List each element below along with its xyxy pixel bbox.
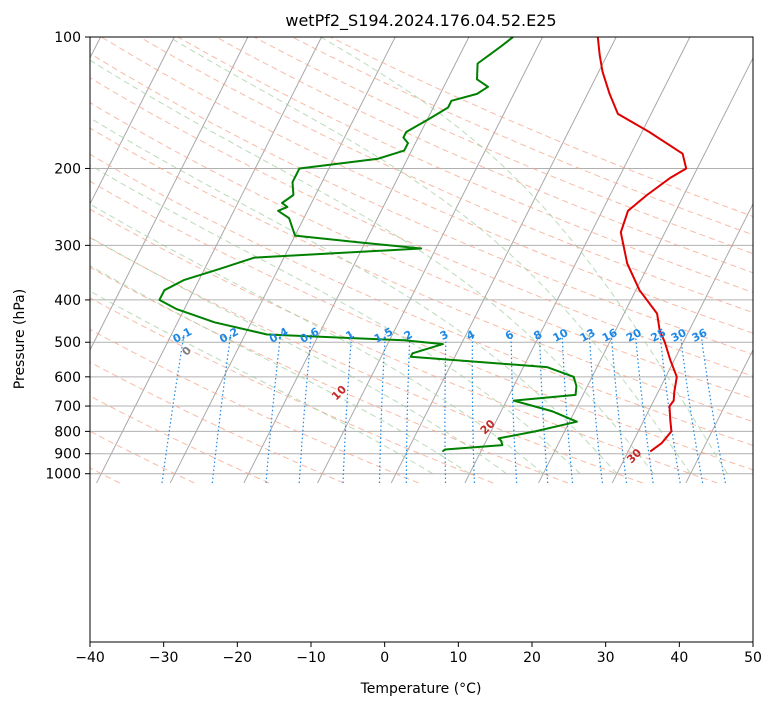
isotherm-line [538, 56, 753, 484]
moist-adiabat [90, 265, 470, 475]
y-axis-ticks: 100 200 300 400 500 600 700 800 900 1000 [45, 30, 90, 483]
moist-adiabat [90, 59, 655, 474]
x-tick-label: 10 [449, 650, 467, 666]
isotherm-line [96, 37, 323, 484]
moist-adiabat [90, 236, 507, 475]
x-tick-label: −10 [296, 650, 326, 666]
y-tick-label: 100 [54, 30, 81, 46]
isotherm-line [464, 37, 691, 484]
mixing-ratio-label: 16 [600, 326, 620, 345]
dry-adiabat [90, 127, 753, 423]
dry-adiabat [90, 77, 753, 377]
profile-lines [158, 37, 688, 453]
y-axis-label: Pressure (hPa) [12, 289, 28, 389]
dry-adiabat [90, 208, 718, 484]
mixing-ratio-line [298, 334, 312, 484]
x-tick-label: −30 [149, 650, 179, 666]
x-axis-label: Temperature (°C) [360, 681, 482, 697]
y-tick-label: 500 [54, 335, 81, 351]
mixing-ratio-label: 13 [578, 326, 598, 345]
mixing-ratio-line [378, 334, 386, 483]
dry-adiabat [90, 180, 753, 471]
isotherm-line [611, 202, 753, 484]
mixing-ratio-label: 10 [551, 326, 571, 345]
mixing-ratio-line [588, 334, 603, 484]
y-tick-label: 600 [54, 370, 81, 386]
dewpoint-profile-line [158, 37, 578, 453]
dry-adiabat [90, 395, 270, 484]
mixing-ratio-line [444, 334, 447, 483]
y-tick-label: 1000 [45, 467, 81, 483]
mixing-ratio-line [510, 334, 518, 484]
x-tick-label: 30 [597, 650, 615, 666]
y-tick-label: 200 [54, 161, 81, 177]
dry-adiabat [253, 37, 753, 255]
chart-title: wetPf2_S194.2024.176.04.52.E25 [285, 11, 556, 31]
isotherm-line [243, 37, 470, 484]
x-axis-ticks: −40 −30 −20 −10 0 10 20 30 40 50 [75, 642, 762, 666]
mixing-ratio-line [634, 334, 654, 484]
dry-adiabat [90, 153, 753, 447]
mixing-ratio-line [538, 334, 549, 484]
isotherm-line [169, 37, 396, 484]
y-tick-label: 900 [54, 447, 81, 463]
dry-adiabat [90, 328, 419, 484]
x-tick-label: 20 [523, 650, 541, 666]
moist-adiabat [320, 37, 728, 474]
x-tick-label: 0 [380, 650, 389, 666]
moist-adiabat [168, 37, 692, 474]
y-tick-label: 700 [54, 399, 81, 415]
mixing-ratio-line [679, 334, 704, 484]
y-tick-label: 800 [54, 424, 81, 440]
mixing-ratio-line [211, 334, 232, 484]
dry-adiabat [101, 37, 753, 334]
isotherm-line [317, 37, 544, 484]
plot-frame [89, 36, 754, 643]
y-tick-label: 400 [54, 293, 81, 309]
mixing-ratio-label: 30 [669, 326, 689, 345]
mixing-ratio-label: 36 [690, 326, 710, 345]
mixing-ratio-label: 20 [624, 326, 644, 345]
mixing-ratio-line [342, 334, 353, 484]
dry-adiabat [90, 297, 494, 484]
x-tick-label: −20 [223, 650, 253, 666]
dry-adiabat [90, 102, 753, 400]
grid-lines [90, 37, 753, 484]
mixing-ratio-line [265, 334, 282, 484]
mixing-ratio-line [700, 334, 726, 484]
mixing-ratio-line [610, 334, 628, 484]
reference-lines [90, 37, 753, 484]
mixing-ratio-line [405, 334, 411, 483]
temperature-profile-line [596, 37, 688, 453]
dry-adiabat [215, 37, 753, 274]
moist-adiabat [90, 164, 581, 475]
moist-adiabat [90, 203, 544, 475]
isotherm-line [390, 37, 617, 484]
dry-adiabat [90, 237, 643, 484]
x-tick-label: 50 [744, 650, 762, 666]
moist-adiabat [90, 117, 618, 475]
isotherm-line [90, 37, 249, 352]
dry-adiabat [90, 430, 195, 484]
isotherm-line [685, 348, 753, 484]
mixing-ratio-label: 25 [649, 326, 669, 345]
x-tick-label: 40 [670, 650, 688, 666]
mixing-ratio-line [161, 334, 185, 484]
isotherm-line [90, 37, 175, 206]
y-tick-label: 300 [54, 238, 81, 254]
dry-adiabat [139, 37, 753, 314]
x-tick-label: −40 [75, 650, 105, 666]
mixing-ratio-line [471, 334, 475, 483]
